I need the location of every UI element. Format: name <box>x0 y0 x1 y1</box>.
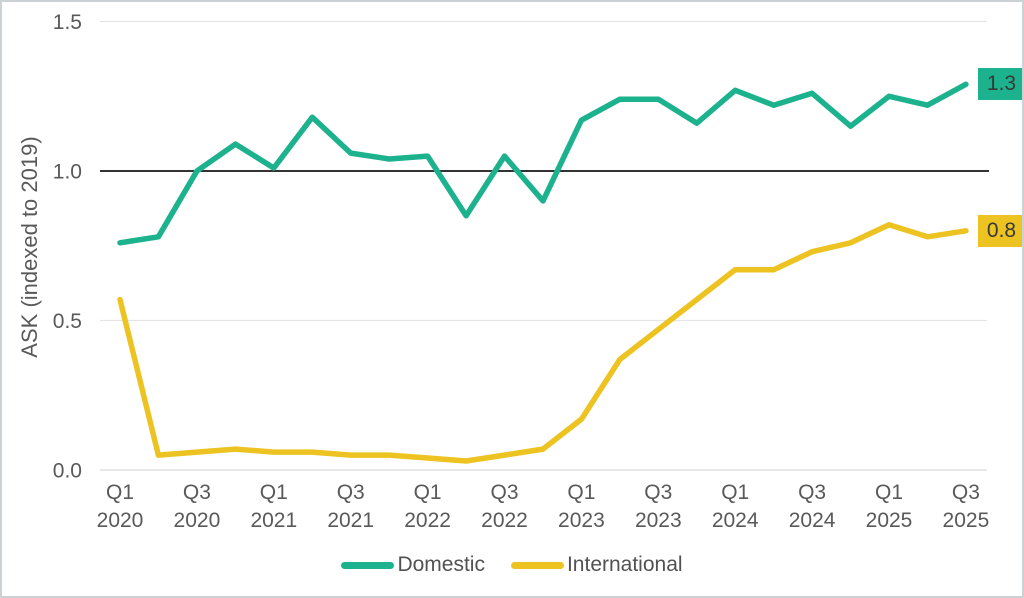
domestic-line <box>117 81 969 246</box>
x-tick-quarter: Q3 <box>490 481 518 504</box>
x-tick-quarter: Q1 <box>414 481 442 504</box>
international-line <box>117 222 969 464</box>
legend: Domestic International <box>2 552 1022 578</box>
x-tick-quarter: Q1 <box>721 481 749 504</box>
x-tick-quarter: Q1 <box>106 481 134 504</box>
y-tick-label: 1.5 <box>53 11 82 34</box>
y-tick-label: 0.5 <box>53 310 82 333</box>
x-tick-year: 2020 <box>97 509 144 532</box>
x-tick-year: 2022 <box>404 509 451 532</box>
legend-label-international: International <box>566 553 683 576</box>
x-tick-quarter: Q3 <box>644 481 672 504</box>
legend-item-domestic: Domestic <box>341 553 485 577</box>
x-tick-quarter: Q3 <box>183 481 211 504</box>
domestic-line-swatch <box>341 561 395 569</box>
x-tick-year: 2024 <box>712 509 759 532</box>
domestic-end-label: 1.3 <box>978 68 1022 100</box>
international-end-label: 0.8 <box>978 215 1022 247</box>
x-tick-year: 2024 <box>789 509 836 532</box>
legend-label-domestic: Domestic <box>397 553 485 576</box>
x-tick-year: 2021 <box>250 509 297 532</box>
x-tick-quarter: Q3 <box>337 481 365 504</box>
international-line-swatch <box>510 561 564 569</box>
x-tick-quarter: Q3 <box>952 481 980 504</box>
y-tick-label: 0.0 <box>53 460 82 483</box>
x-tick-quarter: Q3 <box>798 481 826 504</box>
x-tick-quarter: Q1 <box>260 481 288 504</box>
legend-item-international: International <box>510 553 683 577</box>
x-tick-year: 2020 <box>174 509 221 532</box>
y-tick-label: 1.0 <box>53 161 82 184</box>
x-tick-year: 2021 <box>327 509 374 532</box>
x-tick-quarter: Q1 <box>567 481 595 504</box>
x-tick-year: 2023 <box>635 509 682 532</box>
x-tick-year: 2023 <box>558 509 605 532</box>
x-tick-year: 2025 <box>866 509 913 532</box>
x-tick-quarter: Q1 <box>875 481 903 504</box>
x-tick-year: 2022 <box>481 509 528 532</box>
y-axis-title: ASK (indexed to 2019) <box>17 136 42 358</box>
x-tick-year: 2025 <box>943 509 990 532</box>
